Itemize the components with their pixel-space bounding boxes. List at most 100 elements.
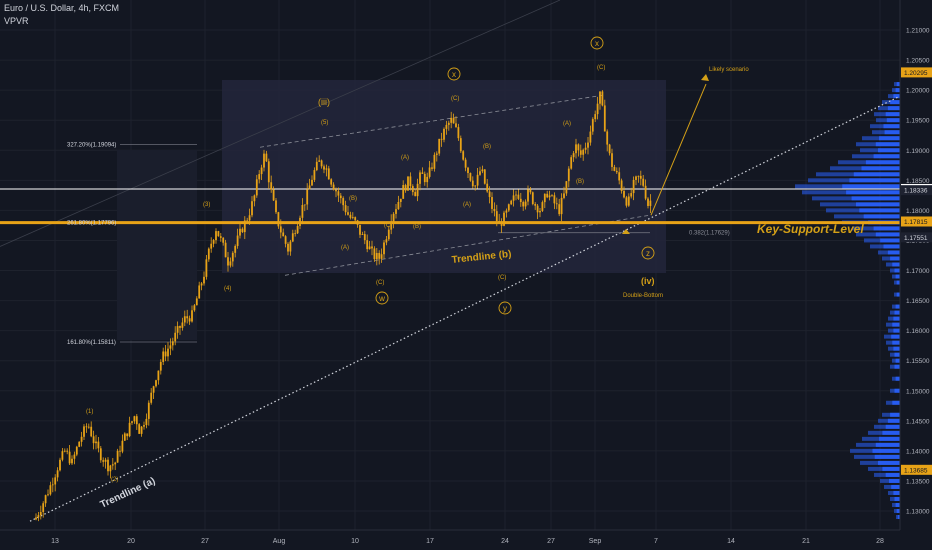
candle-body — [323, 166, 325, 170]
volume-bar-up — [853, 172, 900, 177]
volume-bar-up — [894, 352, 900, 357]
candle-body — [49, 485, 52, 495]
candle-body — [536, 205, 539, 213]
candle-body — [186, 316, 189, 319]
candle-body — [575, 144, 577, 154]
candle-body — [176, 326, 179, 333]
volume-bar-up — [893, 490, 900, 495]
candle-body — [642, 178, 645, 186]
candle-body — [433, 154, 436, 169]
candle-body — [397, 201, 400, 210]
key-support-label: Key-Support-Level — [757, 222, 864, 236]
candle-body — [428, 167, 431, 177]
price-axis[interactable]: 1.21000 1.20500 1.20000 1.19500 1.19000 1.185… — [899, 0, 932, 530]
candle-body — [505, 210, 508, 213]
candle-body — [159, 361, 162, 371]
volume-bar-up — [890, 412, 900, 417]
candle-body — [385, 239, 388, 243]
candle-body — [464, 159, 467, 168]
volume-bar-up — [859, 208, 900, 213]
candle-body — [623, 191, 625, 198]
candle-body — [56, 470, 59, 478]
candle-body — [431, 167, 433, 169]
candle-body — [402, 185, 405, 199]
wave-label: (C) — [451, 96, 459, 102]
candle-body — [356, 220, 359, 225]
candle-body — [541, 202, 544, 211]
volume-bar-up — [842, 184, 900, 189]
candle-body — [138, 424, 141, 434]
volume-bar-up — [896, 82, 900, 87]
candle-body — [380, 254, 383, 259]
volume-bar-up — [875, 442, 900, 447]
candle-body — [399, 198, 402, 202]
wave-circle — [447, 67, 461, 81]
candle-body — [114, 462, 117, 465]
time-axis[interactable]: 13 20 27 Aug 10 17 24 27 Sep 7 14 21 28 — [0, 529, 900, 545]
candle-body — [493, 208, 496, 212]
candle-body — [279, 226, 282, 233]
candle-body — [606, 131, 609, 145]
candle-body — [522, 202, 525, 207]
candle-body — [567, 168, 570, 182]
candle-body — [291, 233, 294, 242]
consolidation-box — [222, 80, 666, 273]
volume-bar-up — [887, 250, 900, 255]
candle-body — [551, 195, 553, 197]
candle-body — [51, 484, 54, 486]
candle-body — [205, 259, 208, 277]
wave-label: (A) — [401, 155, 409, 161]
wave-label: (4) — [224, 286, 231, 292]
volume-bar-up — [890, 100, 900, 105]
price-tick: 1.16000 — [906, 328, 930, 335]
candle-body — [258, 174, 261, 180]
candle-body — [467, 167, 469, 174]
candle-body — [200, 283, 203, 286]
candle-body — [133, 416, 136, 422]
candle-body — [457, 127, 460, 139]
wave-label: y — [503, 304, 507, 313]
candle-body — [107, 459, 109, 472]
candle-body — [157, 370, 160, 381]
wave-label: (C) — [376, 280, 384, 286]
candle-body — [183, 316, 186, 323]
scenario-arrow-head — [701, 74, 709, 81]
price-label-box — [901, 232, 932, 243]
wave-label: (3) — [203, 202, 210, 208]
candle-body — [236, 235, 239, 247]
volume-bar-up — [894, 310, 900, 315]
candle-body — [644, 185, 647, 199]
candle-body — [491, 197, 493, 209]
candle-body — [443, 128, 445, 140]
candle-body — [61, 451, 64, 460]
candle-body — [630, 193, 633, 197]
volume-bar-up — [873, 154, 900, 159]
candle-body — [193, 305, 196, 311]
volume-bar-up — [895, 358, 900, 363]
candle-body — [639, 175, 642, 179]
candles — [35, 90, 652, 522]
candle-body — [560, 197, 563, 215]
candle-body — [203, 276, 205, 284]
volume-bar-up — [893, 328, 900, 333]
wave-label: x — [452, 70, 456, 79]
candle-body — [435, 153, 438, 155]
candle-body — [527, 189, 529, 202]
indicator-label[interactable]: VPVR — [4, 16, 29, 26]
candle-body — [126, 433, 129, 437]
price-tick: 1.19000 — [906, 148, 930, 155]
candle-body — [270, 182, 273, 190]
candle-body — [37, 515, 40, 518]
volume-bar-up — [893, 346, 900, 351]
candle-body — [404, 185, 407, 191]
candle-body — [80, 436, 83, 442]
wave-circle — [590, 36, 604, 50]
candle-body — [486, 183, 489, 192]
wave-label: (iii) — [318, 97, 330, 107]
trendline-a — [29, 95, 901, 522]
volume-bar-up — [886, 118, 900, 123]
volume-bar-up — [891, 484, 900, 489]
candle-body — [349, 214, 352, 218]
time-tick: 27 — [547, 538, 555, 545]
